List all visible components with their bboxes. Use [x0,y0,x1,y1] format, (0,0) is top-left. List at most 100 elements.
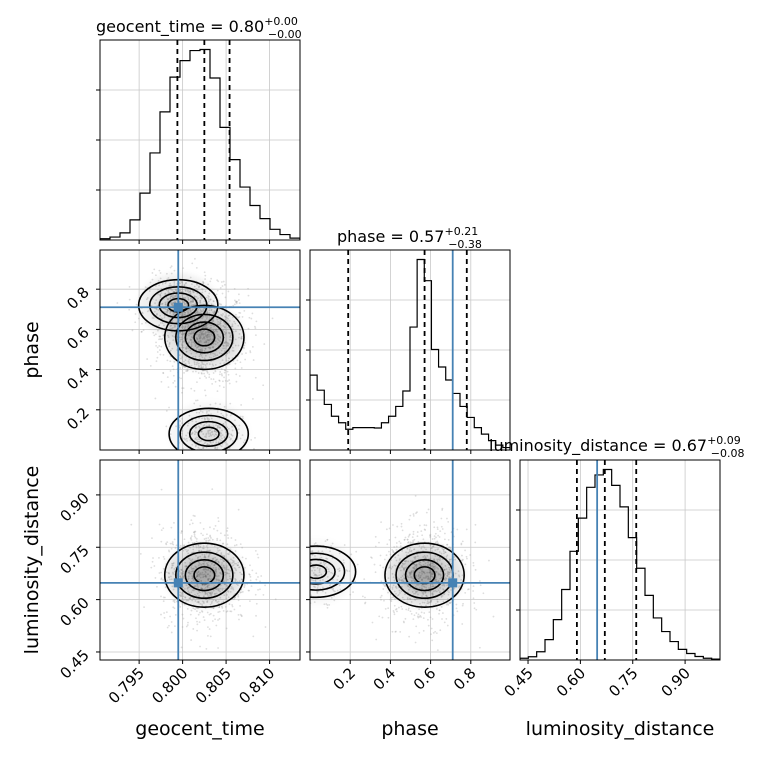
sample-point [241,591,244,593]
sample-point [395,542,398,544]
sample-point [204,455,206,457]
sample-point [223,436,226,439]
sample-point [202,425,205,427]
sample-point [199,611,201,614]
sample-point [413,538,416,541]
sample-point [218,379,221,382]
sample-point [186,624,189,626]
sample-point [205,434,207,436]
sample-point [214,430,216,433]
sample-point [418,615,421,618]
sample-point [428,611,431,614]
sample-point [206,611,209,614]
sample-point [238,618,240,621]
sample-point [307,574,309,576]
sample-point [241,316,244,318]
sample-point [202,468,204,470]
sample-point [222,386,225,389]
sample-point [205,537,208,540]
sample-point [321,586,324,589]
sample-point [191,542,194,544]
sample-point [191,420,194,423]
sample-point [208,424,211,427]
sample-point [304,547,306,549]
sample-point [326,606,329,609]
x-tick-label-luminosity-distance-2: 0.75 [605,664,641,700]
sample-point [181,391,183,394]
sample-point [295,573,297,575]
sample-point [371,557,373,559]
sample-point [206,372,209,374]
sample-point [431,618,434,620]
x-tick-label-phase-1: 0.4 [370,664,400,694]
sample-point [423,612,426,614]
sample-point [346,570,349,572]
sample-point [203,619,206,622]
sample-point [320,573,323,576]
sample-point [230,610,233,613]
sample-point [473,602,476,604]
sample-point [194,437,197,440]
sample-point [314,555,316,557]
sample-point [219,287,222,289]
sample-point [224,605,227,608]
sample-point [205,647,208,650]
sample-point [233,287,236,290]
sample-point [194,608,196,611]
sample-point [128,308,131,311]
sample-point [311,551,314,553]
sample-point [179,605,182,608]
sample-point [158,345,161,347]
sample-point [169,360,172,363]
sample-point [407,607,410,610]
sample-point [201,610,203,612]
sample-point [222,414,224,417]
sample-point [218,606,221,608]
sample-point [166,376,169,379]
sample-point [211,451,213,453]
sample-point [218,379,221,382]
sample-point [404,536,407,539]
sample-point [255,602,258,605]
sample-point [393,604,396,607]
sample-point [199,464,201,466]
sample-point [449,602,452,604]
contour-0-0 [384,542,465,608]
sample-point [192,531,195,534]
sample-point [206,443,209,446]
sample-point [422,617,425,620]
sample-point [190,457,192,459]
sample-point [183,538,186,541]
sample-point [315,574,318,576]
sample-point [158,269,161,272]
sample-point [214,370,217,373]
sample-point [155,341,157,344]
sample-point [207,634,209,637]
sample-point [314,566,316,568]
sample-point [237,432,240,434]
sample-point [226,426,229,429]
sample-point [331,542,334,545]
sample-point [427,624,430,627]
sample-point [202,447,205,450]
sample-point [291,595,293,597]
truth-marker [173,302,183,312]
sample-point [296,566,298,568]
sample-point [383,558,386,561]
sample-point [395,548,398,551]
sample-point [393,546,396,548]
sample-point [311,565,314,568]
sample-point [217,647,219,649]
sample-point [165,542,167,545]
sample-point [467,588,469,591]
sample-point [447,520,450,523]
sample-point [464,563,467,566]
sample-point [289,563,291,565]
sample-point [216,279,219,282]
title-geocent-time-plus: +0.00 [264,15,298,28]
sample-point [187,422,190,425]
sample-point [294,562,296,564]
sample-point [219,532,222,535]
sample-point [198,440,201,443]
contour-1-3 [310,564,328,580]
